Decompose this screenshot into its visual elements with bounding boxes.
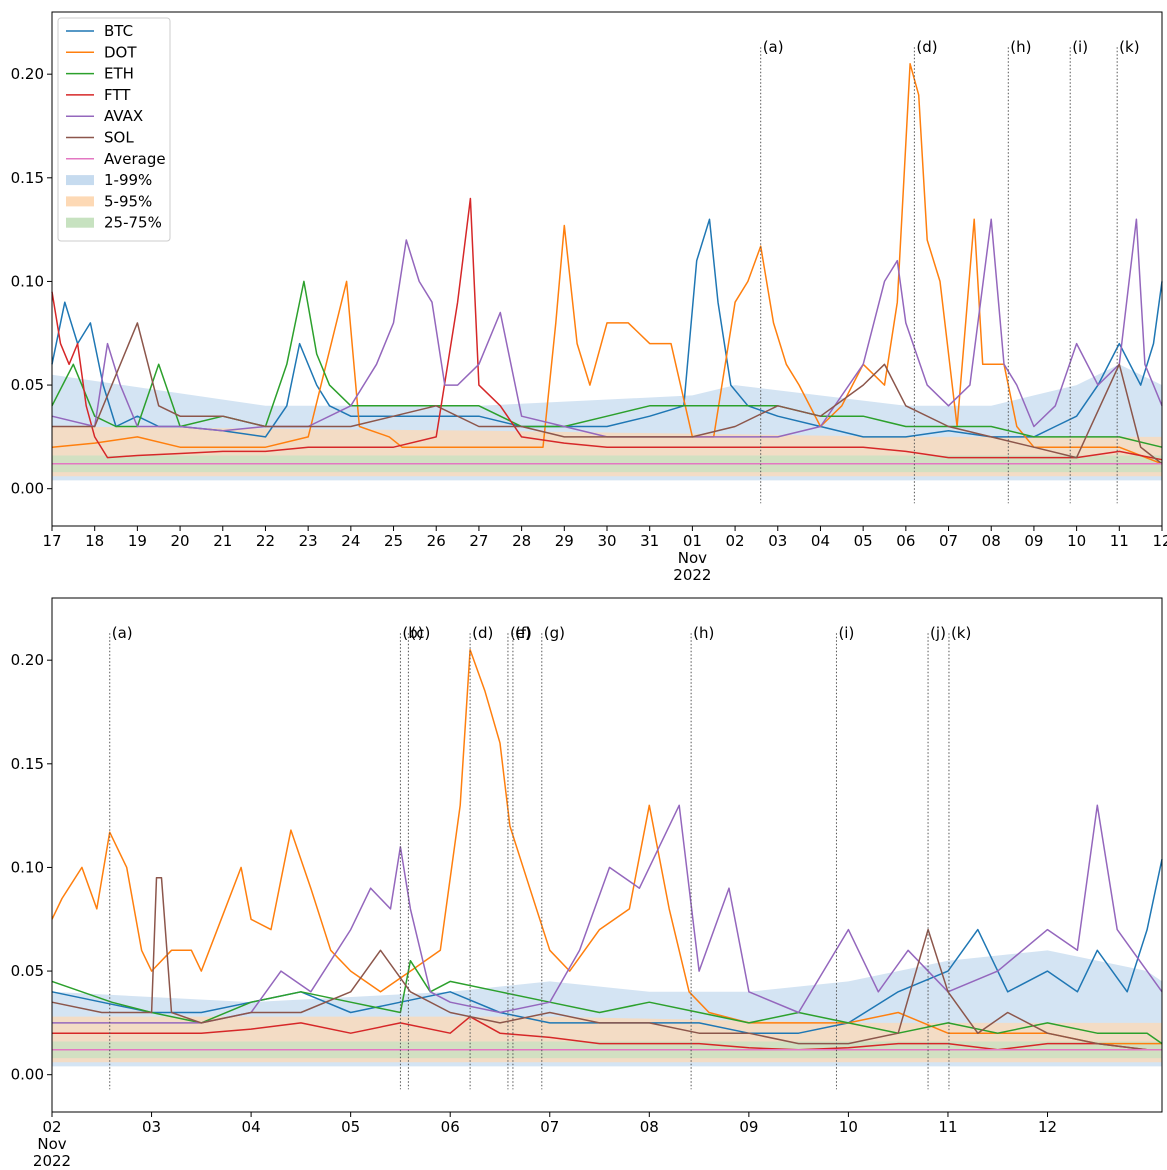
- x-tick-label: 31: [640, 532, 659, 550]
- x-tick-label: 28: [512, 532, 531, 550]
- series-line-sol: [52, 322, 1163, 465]
- x-tick-label: 10: [839, 1118, 858, 1136]
- x-tick-label: 07: [540, 1118, 559, 1136]
- x-tick-label: 02: [726, 532, 745, 550]
- legend-label: 5-95%: [104, 192, 152, 210]
- series-line-sol: [51, 877, 1162, 1051]
- legend-label: 1-99%: [104, 171, 152, 189]
- x-year-label: 2022: [33, 1152, 71, 1170]
- event-label: (g): [544, 624, 565, 642]
- event-label: (i): [1072, 38, 1088, 56]
- y-tick-label: 0.05: [11, 962, 44, 980]
- x-tick-label: 20: [171, 532, 190, 550]
- event-label: (d): [472, 624, 493, 642]
- x-tick-label: 18: [85, 532, 104, 550]
- event-label: (k): [1119, 38, 1139, 56]
- y-tick-label: 0.10: [11, 272, 44, 290]
- plot-frame: [51, 597, 1163, 1113]
- event-label: (c): [410, 624, 430, 642]
- y-tick-label: 0.15: [11, 755, 44, 773]
- x-tick-label: 03: [768, 532, 787, 550]
- event-label: (a): [112, 624, 133, 642]
- x-tick-label: 09: [1024, 532, 1043, 550]
- x-tick-label: 12: [1038, 1118, 1057, 1136]
- x-month-label: Nov: [678, 549, 707, 567]
- y-tick-label: 0.00: [11, 480, 44, 498]
- x-tick-label: 01: [683, 532, 702, 550]
- x-tick-label: 04: [242, 1118, 261, 1136]
- x-tick-label: 22: [256, 532, 275, 550]
- series-line-eth: [51, 280, 1163, 448]
- x-tick-label: 21: [213, 532, 232, 550]
- series-line-dot: [51, 649, 1162, 1045]
- x-tick-label: 27: [469, 532, 488, 550]
- x-tick-label: 05: [854, 532, 873, 550]
- event-label: (h): [1010, 38, 1031, 56]
- x-tick-label: 24: [341, 532, 360, 550]
- event-label: (b): [402, 624, 423, 642]
- legend-label: Average: [104, 150, 166, 168]
- x-tick-label: 17: [42, 532, 61, 550]
- y-tick-label: 0.20: [11, 651, 44, 669]
- x-tick-label: 08: [982, 532, 1001, 550]
- x-tick-label: 09: [739, 1118, 758, 1136]
- event-label: (a): [763, 38, 784, 56]
- legend-label: BTC: [104, 22, 133, 40]
- x-year-label: 2022: [673, 566, 711, 584]
- x-tick-label: 03: [142, 1118, 161, 1136]
- x-tick-label: 06: [896, 532, 915, 550]
- legend-label: 25-75%: [104, 214, 162, 232]
- legend-swatch-band: [66, 196, 94, 207]
- x-tick-label: 23: [299, 532, 318, 550]
- legend: BTC DOT ETH FTT AVAX SOL Average 1-99% 5-95% 25-7…: [57, 17, 171, 242]
- y-tick-label: 0.20: [11, 65, 44, 83]
- x-tick-label: 19: [128, 532, 147, 550]
- event-label: (f): [515, 624, 532, 642]
- series-line-avax: [52, 804, 1163, 1024]
- x-tick-label: 05: [341, 1118, 360, 1136]
- legend-label: ETH: [104, 65, 134, 83]
- event-label: (k): [951, 624, 971, 642]
- legend-swatch-band: [66, 217, 94, 228]
- x-tick-label: 06: [441, 1118, 460, 1136]
- legend-label: AVAX: [104, 107, 143, 125]
- y-tick-label: 0.00: [11, 1066, 44, 1084]
- x-tick-label: 11: [1110, 532, 1129, 550]
- x-tick-label: 02: [42, 1118, 61, 1136]
- y-tick-label: 0.15: [11, 169, 44, 187]
- x-tick-label: 25: [384, 532, 403, 550]
- y-tick-label: 0.05: [11, 376, 44, 394]
- event-label: (d): [916, 38, 937, 56]
- x-tick-label: 30: [597, 532, 616, 550]
- event-label: (i): [838, 624, 854, 642]
- x-tick-label: 12: [1152, 532, 1167, 550]
- chart-panel-1: (a) (d) (h) (i) (k) 0.00 0.05 0.10 0.15 0.20 17 18 1…: [11, 11, 1167, 584]
- x-tick-label: 04: [811, 532, 830, 550]
- x-tick-label: 10: [1067, 532, 1086, 550]
- chart-panel-2: (a) (b)(c) (d) (e)(f) (g) (h) (i) (j) (k) 0.00 0.0…: [11, 597, 1163, 1170]
- x-tick-label: 08: [640, 1118, 659, 1136]
- legend-swatch-band: [66, 175, 94, 186]
- x-tick-label: 11: [938, 1118, 957, 1136]
- legend-label: DOT: [104, 43, 137, 61]
- x-tick-label: 29: [555, 532, 574, 550]
- legend-label: FTT: [104, 86, 131, 104]
- x-tick-label: 26: [427, 532, 446, 550]
- event-label: (e): [510, 624, 531, 642]
- x-month-label: Nov: [37, 1135, 66, 1153]
- legend-label: SOL: [104, 129, 134, 147]
- x-tick-label: 07: [939, 532, 958, 550]
- event-label: (j): [930, 624, 946, 642]
- event-label: (h): [693, 624, 714, 642]
- series-line-ftt: [51, 197, 1163, 461]
- y-tick-label: 0.10: [11, 858, 44, 876]
